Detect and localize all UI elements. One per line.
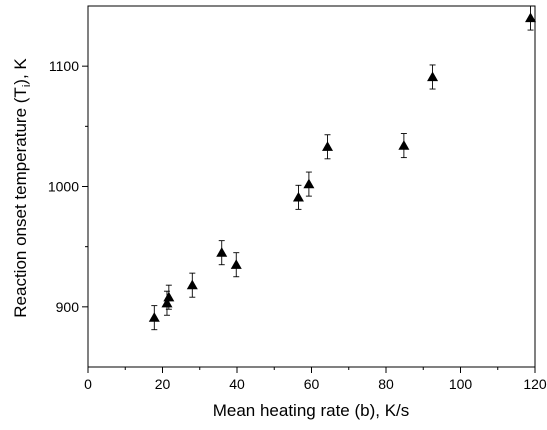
- y-tick-label: 1000: [48, 179, 79, 195]
- triangle-marker: [427, 71, 439, 82]
- x-tick-label: 120: [523, 376, 547, 392]
- y-axis-title-subscript: i: [21, 85, 33, 87]
- x-tick-label: 20: [155, 376, 171, 392]
- y-tick-label: 1100: [49, 58, 79, 74]
- x-tick-label: 60: [304, 376, 320, 392]
- x-tick-label: 100: [449, 376, 473, 392]
- data-point: [427, 64, 439, 90]
- data-point: [161, 290, 173, 316]
- triangle-marker: [216, 247, 228, 257]
- data-points: [148, 5, 537, 331]
- triangle-marker: [322, 141, 334, 151]
- data-point: [525, 5, 537, 31]
- data-point: [292, 184, 304, 210]
- y-axis-title-tail: ), K: [11, 58, 30, 85]
- triangle-marker: [303, 178, 315, 189]
- data-point: [216, 240, 228, 266]
- axis-ticks: [82, 65, 536, 373]
- triangle-marker: [186, 279, 198, 290]
- x-tick-label: 40: [229, 376, 245, 392]
- triangle-marker: [163, 291, 175, 302]
- tick-labels: 0 20 40 60 80 100 120 900 1000 1100: [48, 58, 547, 392]
- triangle-marker: [292, 191, 304, 202]
- triangle-marker: [161, 297, 173, 308]
- x-tick-label: 0: [84, 376, 92, 392]
- triangle-marker: [525, 12, 537, 23]
- data-point: [186, 272, 198, 298]
- y-axis-title-main: Reaction onset temperature (T: [11, 87, 30, 318]
- x-axis-title: Mean heating rate (b), K/s: [213, 401, 410, 420]
- triangle-marker: [398, 140, 410, 150]
- triangle-marker: [230, 259, 242, 269]
- triangle-marker: [148, 312, 160, 322]
- data-point: [303, 171, 315, 197]
- y-axis-title: Reaction onset temperature (Ti), K: [11, 58, 33, 318]
- data-point: [230, 252, 242, 278]
- x-tick-label: 80: [378, 376, 394, 392]
- data-point: [398, 133, 410, 159]
- data-point: [163, 284, 175, 310]
- y-tick-label: 900: [56, 299, 80, 315]
- data-point: [322, 134, 334, 160]
- data-point: [148, 305, 160, 331]
